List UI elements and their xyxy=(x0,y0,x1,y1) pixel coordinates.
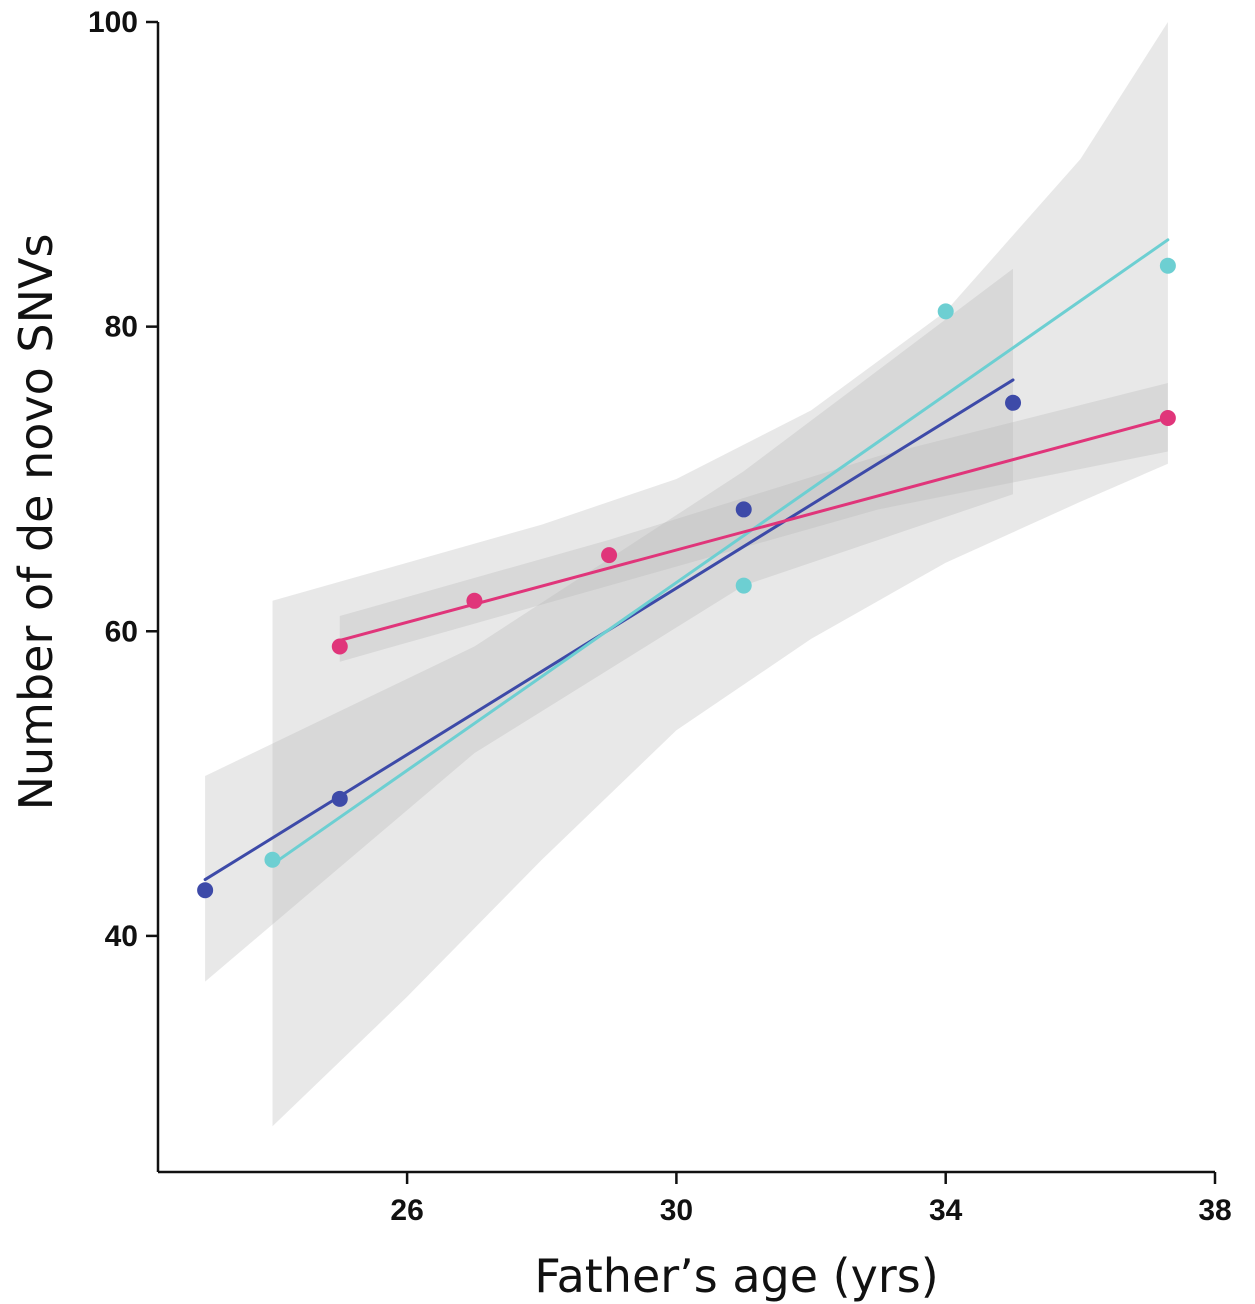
x-tick-label: 26 xyxy=(390,1194,423,1227)
data-point-series-2 xyxy=(735,577,752,594)
data-point-series-1 xyxy=(1005,394,1022,411)
data-point-series-3 xyxy=(601,547,618,564)
data-point-series-3 xyxy=(1159,410,1176,427)
data-points xyxy=(197,257,1176,899)
x-tick-label: 38 xyxy=(1198,1194,1231,1227)
confidence-band-3 xyxy=(339,383,1168,662)
y-axis-ticks: 40 60 80 100 xyxy=(88,6,158,953)
confidence-band-2 xyxy=(272,22,1168,1127)
data-point-series-1 xyxy=(735,501,752,518)
regression-line-2 xyxy=(270,238,1170,866)
y-tick-label: 80 xyxy=(105,311,138,344)
data-point-series-2 xyxy=(1159,257,1176,274)
data-point-series-3 xyxy=(331,638,348,655)
x-tick-label: 34 xyxy=(929,1194,963,1227)
x-axis-title: Father’s age (yrs) xyxy=(534,1249,938,1303)
axes: 40 60 80 100 26 30 34 38 xyxy=(88,6,1232,1227)
confidence-band-1 xyxy=(205,268,1014,982)
data-point-series-3 xyxy=(466,592,483,609)
x-tick-label: 30 xyxy=(660,1194,693,1227)
x-axis-ticks: 26 30 34 38 xyxy=(390,1172,1232,1227)
y-tick-label: 100 xyxy=(88,6,138,39)
confidence-bands xyxy=(205,22,1168,1127)
y-tick-label: 40 xyxy=(105,920,138,953)
y-axis-title: Number of de novo SNVs xyxy=(9,234,63,811)
data-point-series-1 xyxy=(331,790,348,807)
data-point-series-2 xyxy=(264,851,281,868)
data-point-series-2 xyxy=(937,303,954,320)
y-tick-label: 60 xyxy=(105,615,138,648)
data-point-series-1 xyxy=(197,882,214,899)
